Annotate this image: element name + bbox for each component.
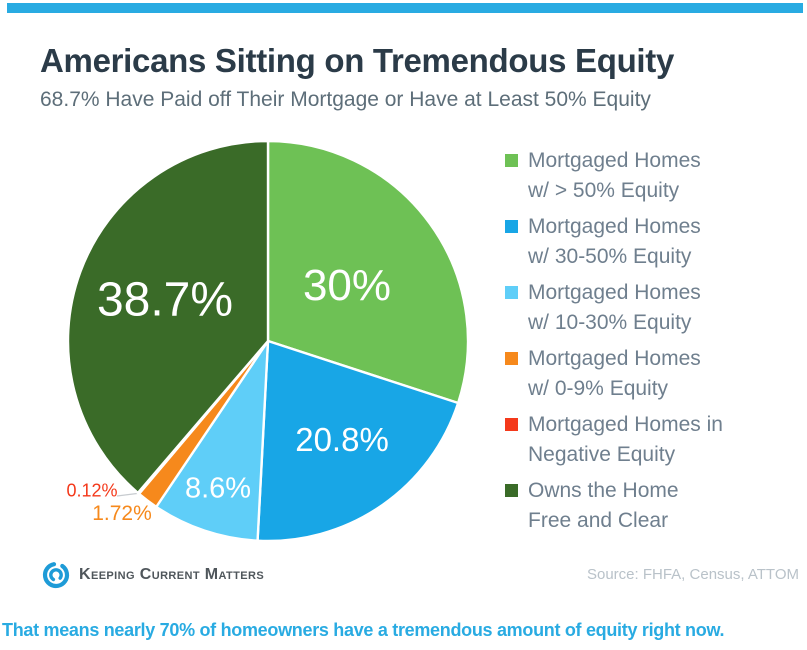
- legend-swatch: [505, 418, 518, 431]
- legend-swatch: [505, 220, 518, 233]
- pie-slice-5: [66, 139, 270, 495]
- legend-item: Mortgaged Homes w/ 10-30% Equity: [505, 278, 797, 338]
- legend-label: Mortgaged Homes w/ 0-9% Equity: [528, 347, 701, 400]
- legend-label: Mortgaged Homes w/ 10-30% Equity: [528, 281, 701, 334]
- logo-text: Keeping Current Matters: [79, 566, 265, 583]
- legend-swatch: [505, 286, 518, 299]
- pie-chart: [66, 139, 470, 543]
- legend-label: Owns the Home Free and Clear: [528, 479, 679, 532]
- kcm-swirl-icon: [42, 561, 70, 589]
- legend-item: Mortgaged Homes in Negative Equity: [505, 410, 797, 470]
- pie-slice-label: 0.12%: [66, 480, 118, 501]
- page-subtitle: 68.7% Have Paid off Their Mortgage or Ha…: [40, 88, 651, 111]
- accent-bar: [7, 3, 803, 13]
- legend-item: Mortgaged Homes w/ 0-9% Equity: [505, 344, 797, 404]
- legend-label: Mortgaged Homes w/ > 50% Equity: [528, 149, 701, 202]
- legend: Mortgaged Homes w/ > 50% Equity Mortgage…: [505, 146, 797, 542]
- takeaway-text: That means nearly 70% of homeowners have…: [2, 620, 725, 640]
- legend-item: Mortgaged Homes w/ 30-50% Equity: [505, 212, 797, 272]
- legend-item: Mortgaged Homes w/ > 50% Equity: [505, 146, 797, 206]
- legend-item: Owns the Home Free and Clear: [505, 476, 797, 536]
- legend-swatch: [505, 352, 518, 365]
- kcm-logo: Keeping Current Matters: [42, 561, 264, 589]
- legend-swatch: [505, 154, 518, 167]
- legend-label: Mortgaged Homes in Negative Equity: [528, 413, 723, 466]
- pie-slice-label: 38.7%: [96, 273, 234, 327]
- pie-slice-label: 1.72%: [92, 502, 152, 525]
- legend-swatch: [505, 484, 518, 497]
- pie-slice-label: 30%: [302, 261, 392, 310]
- page-title: Americans Sitting on Tremendous Equity: [40, 42, 675, 79]
- pie-slice-label: 8.6%: [184, 472, 252, 505]
- source-attribution: Source: FHFA, Census, ATTOM: [586, 566, 799, 583]
- legend-label: Mortgaged Homes w/ 30-50% Equity: [528, 215, 701, 268]
- pie-slice-1: [256, 339, 460, 543]
- pie-slice-0: [266, 139, 470, 405]
- pie-slice-2: [155, 339, 270, 542]
- pie-slice-label: 20.8%: [295, 421, 389, 458]
